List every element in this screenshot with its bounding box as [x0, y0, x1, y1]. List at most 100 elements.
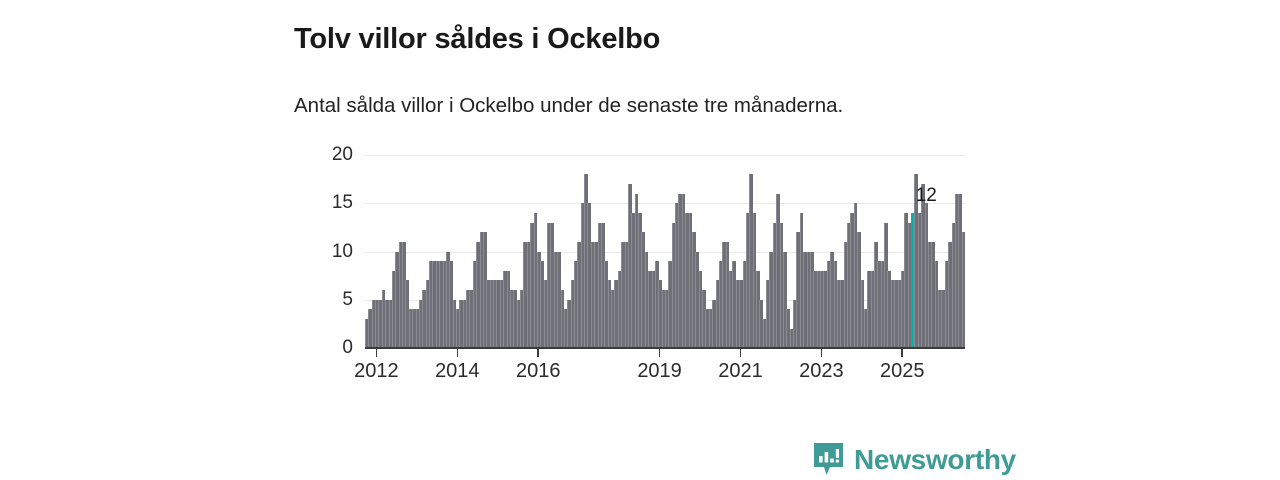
- bar: [415, 309, 420, 348]
- bar: [385, 299, 389, 348]
- bar: [607, 280, 612, 348]
- newsworthy-logo[interactable]: Newsworthy: [812, 442, 1016, 478]
- bar: [793, 299, 797, 348]
- bar: [789, 328, 794, 348]
- bar: [634, 193, 639, 348]
- bar: [482, 232, 487, 348]
- bar: [513, 290, 517, 348]
- y-axis-tick-label: 20: [331, 144, 353, 165]
- bar: [813, 270, 817, 348]
- x-axis-tick-mark: [820, 348, 823, 357]
- bar: [695, 251, 699, 348]
- gridline: [365, 251, 965, 253]
- bar: [611, 290, 615, 348]
- bar: [641, 232, 646, 348]
- bar: [782, 251, 787, 348]
- bar: [523, 241, 528, 348]
- bar: [547, 222, 551, 348]
- bar: [799, 212, 804, 348]
- bar: [563, 309, 568, 348]
- bar: [742, 261, 747, 348]
- bar: [493, 280, 497, 348]
- bar: [654, 261, 659, 348]
- bar: [772, 222, 777, 348]
- bar: [958, 193, 962, 348]
- bar: [462, 299, 467, 348]
- bar: [408, 309, 413, 348]
- bar: [847, 222, 851, 348]
- bar: [638, 212, 642, 348]
- bar: [604, 261, 608, 348]
- bar-chart: 12 0 5 10 15 20 2012 2014 2016 2019 2021 2023 2025: [310, 143, 966, 388]
- bar: [678, 193, 683, 348]
- bar: [739, 280, 743, 348]
- bar: [762, 319, 767, 348]
- y-axis-tick-label: 10: [331, 240, 353, 262]
- bar: [702, 290, 706, 348]
- bar: [536, 251, 541, 348]
- bar: [425, 280, 430, 348]
- bar: [553, 251, 558, 348]
- bar: [479, 232, 484, 348]
- bar: [496, 280, 501, 348]
- bar: [708, 309, 713, 348]
- bar: [402, 241, 406, 348]
- bar: [870, 270, 875, 348]
- bar: [715, 280, 720, 348]
- bar: [752, 212, 757, 348]
- bar: [688, 212, 693, 348]
- gridline: [365, 203, 965, 205]
- bar: [489, 280, 494, 348]
- bar: [830, 251, 834, 348]
- y-axis-tick-label: 15: [331, 192, 353, 214]
- bar: [934, 261, 939, 348]
- bar: [877, 261, 881, 348]
- bar: [472, 261, 477, 348]
- bar: [651, 270, 656, 348]
- bar: [587, 203, 592, 348]
- bar: [648, 270, 652, 348]
- bar: [769, 251, 774, 348]
- bar: [961, 232, 966, 348]
- bar: [543, 280, 548, 348]
- bar: [907, 222, 912, 348]
- bar: [705, 309, 710, 348]
- bar: [550, 222, 555, 348]
- bar: [665, 290, 669, 348]
- bar: [432, 261, 437, 348]
- bar: [520, 290, 524, 348]
- x-axis-tick-label: 2019: [637, 360, 682, 382]
- bar: [452, 299, 457, 348]
- bar: [422, 290, 426, 348]
- bar: [449, 261, 453, 348]
- bar: [759, 299, 763, 348]
- bar: [954, 193, 959, 348]
- bar: [405, 280, 410, 348]
- bar: [843, 241, 848, 348]
- bar: [887, 270, 892, 348]
- bar: [833, 261, 838, 348]
- bar: [675, 203, 679, 348]
- bar: [466, 290, 470, 348]
- bar: [557, 251, 561, 348]
- chart-bars: 12: [365, 155, 966, 348]
- bar: [921, 183, 925, 348]
- bar: [560, 290, 565, 348]
- bar: [749, 174, 753, 348]
- y-axis-tick-label: 0: [342, 337, 353, 358]
- bar: [580, 203, 585, 348]
- bar: [944, 261, 949, 348]
- bar: [365, 319, 369, 348]
- bar: [840, 280, 844, 348]
- x-axis-tick-label: 2012: [354, 360, 399, 382]
- bar: [911, 212, 914, 348]
- bar: [627, 183, 632, 348]
- bar: [378, 299, 383, 348]
- chart-plot-area: 12: [365, 155, 966, 349]
- bar: [388, 299, 393, 348]
- highlight-value-label: 12: [915, 184, 937, 206]
- bar: [867, 270, 871, 348]
- bar: [540, 261, 544, 348]
- bar: [853, 203, 858, 348]
